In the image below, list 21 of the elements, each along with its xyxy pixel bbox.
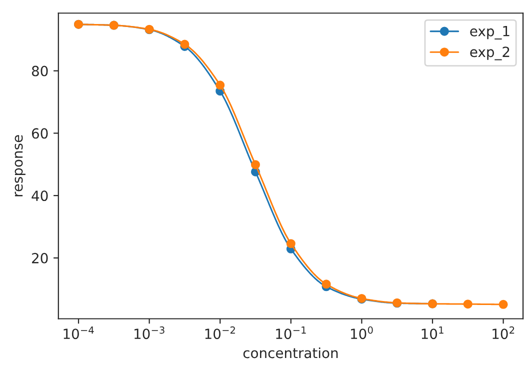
x-tick-label: 10$^{2}$ [492,326,514,340]
y-tick-label: 20 [32,252,48,264]
x-tick-label: 10$^{−3}$ [134,326,164,340]
x-tick-label: 10$^{0}$ [351,326,373,340]
y-tick-label: 60 [32,128,48,139]
point [463,300,472,309]
y-tick-label: 80 [32,66,48,76]
x-tick-label: 10$^{1}$ [422,326,444,340]
point [322,280,331,289]
point [498,300,508,309]
x-axis-title: concentration [243,347,338,358]
x-tick-label: 10$^{−4}$ [64,326,94,340]
legend-label: exp_2 [470,46,510,60]
legend-label: exp_1 [470,26,510,40]
x-tick-label: 10$^{−2}$ [205,326,235,340]
y-axis-title: response [14,135,26,196]
y-tick-label: 40 [32,190,48,202]
x-tick-label: 10$^{−1}$ [276,326,306,340]
point [216,80,225,90]
point [286,239,296,248]
point [250,160,260,170]
